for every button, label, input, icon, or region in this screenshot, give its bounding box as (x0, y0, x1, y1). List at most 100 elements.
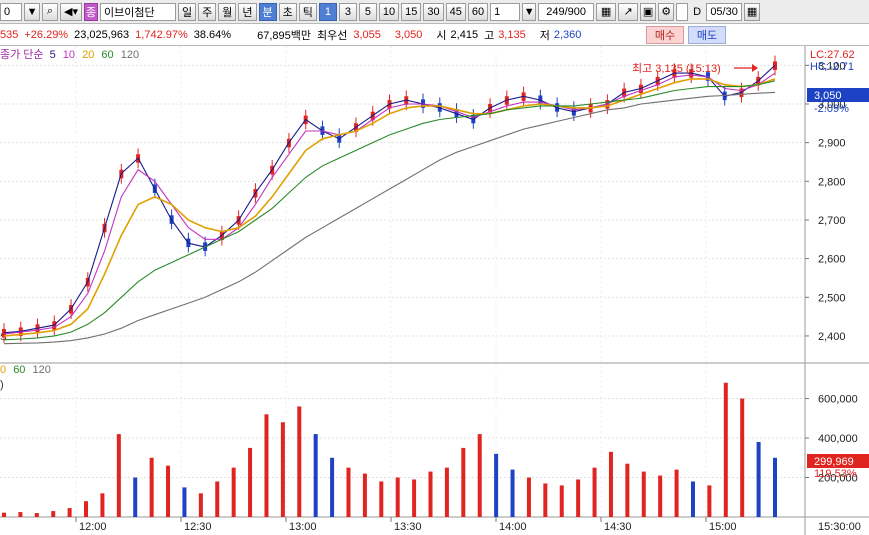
volume-bar (740, 398, 745, 517)
current-volume-tag: 299,969 (814, 456, 854, 468)
calendar-icon[interactable]: ▦ (744, 2, 761, 21)
search-icon[interactable]: ⌕ (42, 2, 58, 21)
stock-code-value: 0 (4, 5, 11, 18)
period-minute-button[interactable]: 분 (258, 2, 277, 21)
change-pct: +26.29% (24, 28, 69, 41)
volume-bar (543, 483, 548, 517)
stock-badge: 종 (84, 2, 98, 21)
volume-legend: 0 60 120 (0, 364, 51, 376)
volume-bar (346, 467, 351, 517)
price-tick-label: 3,100 (818, 60, 846, 72)
interval-dropdown-icon[interactable]: ▼ (522, 2, 537, 21)
speaker-icon[interactable]: ◀▾ (60, 2, 82, 21)
legend-name: 종가 단순 (0, 48, 44, 61)
interval-30-button[interactable]: 30 (423, 2, 444, 21)
volume-bar (166, 465, 171, 517)
interval-5-button[interactable]: 5 (358, 2, 377, 21)
volume-bar (2, 512, 6, 517)
legend-ma120: 120 (121, 49, 139, 61)
ma-line-20 (3, 78, 776, 337)
volume-axis: 200,000 400,000 600,000 (805, 394, 858, 485)
high-label: 고 (484, 29, 495, 42)
volume-bar (198, 493, 203, 517)
volume-bar (395, 477, 400, 517)
lc-label: LC:27.62 (810, 49, 855, 61)
price-tick-label: 2,700 (818, 215, 846, 227)
vol-left-marker: ) (0, 379, 4, 391)
best-ask: 3,055 (353, 28, 381, 41)
count-field[interactable]: 249/900 (538, 2, 595, 21)
volume-bar (526, 477, 531, 517)
vol-legend-ma20: 0 (0, 364, 6, 376)
period-tick-button[interactable]: 틱 (298, 2, 317, 21)
volume-bar (674, 469, 679, 517)
ma-line-5 (3, 64, 776, 334)
volume-bar (116, 434, 121, 517)
volume-bar (67, 508, 72, 517)
period-year-button[interactable]: 년 (238, 2, 257, 21)
ma-lines (3, 64, 776, 345)
volume-bar (280, 422, 285, 517)
buy-button[interactable]: 매수 (646, 26, 684, 44)
stock-chart[interactable]: 종가 단순 5 10 20 60 120 0 60 120 ) S 2,4002… (0, 46, 869, 535)
volume-tick-label: 600,000 (818, 394, 858, 406)
gear-icon[interactable]: ⚙ (658, 2, 675, 21)
volume-bar (362, 473, 367, 517)
chart-grid (0, 46, 805, 517)
chart-settings-icon[interactable]: ▦ (596, 2, 617, 21)
price-tick-label: 2,800 (818, 176, 846, 188)
interval-10-button[interactable]: 10 (378, 2, 400, 21)
time-tick-label: 14:00 (499, 521, 527, 533)
interval-3-button[interactable]: 3 (338, 2, 357, 21)
volume-bar (412, 479, 417, 517)
period-day-button[interactable]: 일 (178, 2, 197, 21)
volume: 23,025,963 (74, 28, 130, 41)
interval-1-button[interactable]: 1 (318, 2, 337, 21)
period-second-button[interactable]: 초 (278, 2, 297, 21)
draw-tool-icon[interactable]: ↗ (618, 2, 639, 21)
volume-bar (51, 511, 56, 517)
current-price-pct: -2.09% (814, 103, 849, 115)
interval-input[interactable]: 1 (490, 2, 521, 21)
volume-bars (2, 382, 777, 517)
sell-button[interactable]: 매도 (688, 26, 726, 44)
volume-bar (773, 457, 777, 517)
interval-45-button[interactable]: 45 (445, 2, 466, 21)
interval-60-button[interactable]: 60 (467, 2, 489, 21)
volume-bar (231, 467, 236, 517)
time-tick-label: 13:30 (394, 521, 422, 533)
period-month-button[interactable]: 월 (218, 2, 237, 21)
stock-name-field[interactable]: 이브이첨단 (100, 2, 176, 21)
price-tick-label: 2,900 (818, 138, 846, 150)
time-tick-label: 12:30 (184, 521, 212, 533)
legend-ma60: 60 (101, 49, 113, 61)
dropdown-arrow-icon[interactable]: ▼ (24, 2, 40, 21)
time-tick-label: 15:30:00 (818, 521, 861, 533)
volume-bar (428, 471, 433, 517)
legend-ma5: 5 (50, 49, 56, 61)
low: 2,360 (553, 28, 582, 41)
toolbar: 0 ▼ ⌕ ◀▾ 종 이브이첨단 일 주 월 년 분 초 틱 1 3 5 10 … (0, 0, 869, 24)
volume-tick-label: 200,000 (818, 473, 858, 485)
ma-line-60 (3, 80, 776, 341)
volume-bar (313, 434, 318, 517)
legend-ma20: 20 (82, 49, 94, 61)
volume-bar (264, 414, 269, 517)
interval-15-button[interactable]: 15 (401, 2, 422, 21)
volume-bar (625, 463, 630, 517)
vol-legend-ma60: 60 (13, 364, 25, 376)
stock-code-input[interactable]: 0 (0, 2, 22, 21)
date-field[interactable]: 05/30 (706, 2, 743, 21)
volume-bar (133, 477, 138, 517)
date-checkbox[interactable] (676, 2, 689, 21)
period-week-button[interactable]: 주 (198, 2, 217, 21)
save-icon[interactable]: ▣ (640, 2, 657, 21)
volume-bar (297, 406, 302, 517)
current-price-tag: 3,050 (814, 90, 842, 102)
high-annotation: 최고 3,135 (15:13) (632, 62, 721, 75)
current-volume-tag-bg (807, 454, 869, 468)
volume-bar (215, 481, 220, 517)
price-tick-label: 2,600 (818, 254, 846, 266)
time-tick-label: 14:30 (604, 521, 632, 533)
price-legend: 종가 단순 5 10 20 60 120 (0, 48, 139, 61)
